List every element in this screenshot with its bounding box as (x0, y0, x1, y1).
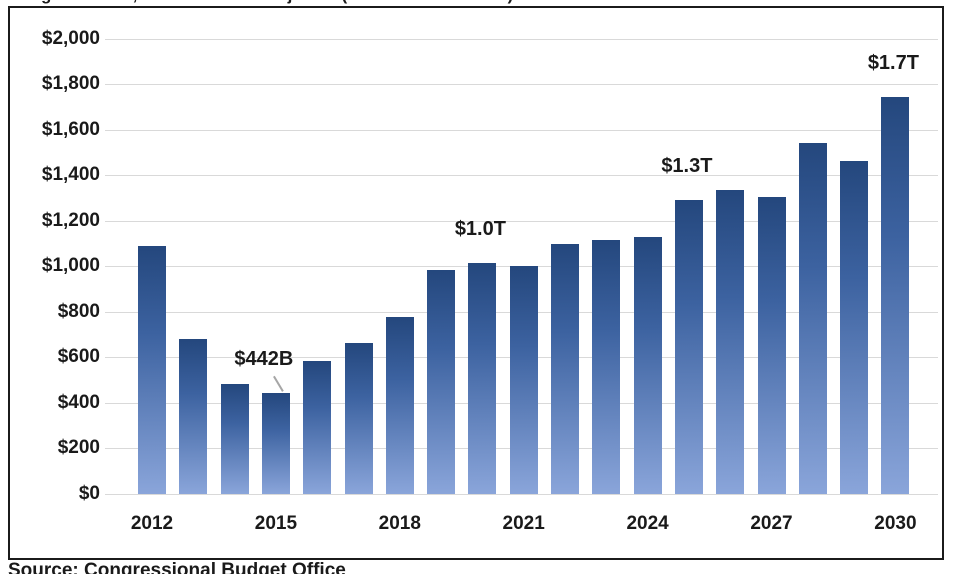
source-line-clipped: Source: Congressional Budget Office (8, 560, 346, 574)
bar-2024 (633, 236, 662, 494)
bar-2017 (344, 342, 373, 494)
data-label-2030: $1.7T (867, 52, 919, 75)
bar-2020 (468, 262, 497, 494)
bar-2029 (840, 161, 869, 494)
bar-2019 (427, 269, 456, 494)
y-axis-tick-label: $200 (57, 437, 100, 459)
y-axis-tick-label: $1,200 (41, 209, 100, 231)
gridline-0 (105, 494, 938, 495)
bar-2027 (757, 196, 786, 494)
y-axis-tick-label: $1,400 (41, 164, 100, 186)
gridline-2000 (105, 38, 938, 40)
bar-2013 (179, 339, 208, 494)
figure-title-clipped: Budget Deficits, Historical and Projecte… (8, 0, 513, 5)
gridline-1600 (105, 129, 938, 131)
bar-2015 (261, 393, 290, 494)
y-axis-tick-label: $1,000 (41, 255, 100, 277)
y-axis-tick-label: $1,600 (41, 118, 100, 140)
y-axis-tick-label: $2,000 (41, 27, 100, 49)
bar-2030 (881, 97, 910, 494)
data-label-2015: $442B (234, 348, 294, 371)
bar-2028 (798, 142, 827, 494)
bar-2021 (509, 266, 538, 495)
x-axis-tick-label-2027: 2027 (750, 513, 793, 534)
bar-2026 (716, 190, 745, 494)
gridline-1400 (105, 175, 938, 177)
x-axis-tick-label-2030: 2030 (874, 513, 917, 534)
bar-2025 (674, 200, 703, 494)
y-axis-tick-label: $800 (57, 300, 100, 322)
y-axis-tick-label: $400 (57, 391, 100, 413)
x-axis-tick-label-2015: 2015 (254, 513, 298, 534)
x-axis-tick-label-2012: 2012 (130, 513, 174, 534)
bar-2014 (220, 383, 249, 494)
y-axis-tick-label: $600 (57, 346, 100, 368)
bar-2018 (385, 316, 414, 494)
bar-2012 (138, 246, 166, 494)
x-axis-tick-label-2021: 2021 (502, 513, 545, 534)
x-axis-tick-label-2018: 2018 (378, 513, 421, 534)
data-label-2025: $1.3T (661, 155, 713, 178)
bar-2023 (592, 239, 621, 494)
gridline-1800 (105, 84, 938, 86)
chart-plot-area: $0 $200 $400 $600 $800 $1,000 $1,200 $1,400 $1,6… (8, 6, 944, 560)
data-label-2020: $1.0T (454, 217, 506, 240)
y-axis-tick-label: $1,800 (41, 73, 100, 95)
bar-2022 (551, 244, 579, 494)
x-axis-tick-label-2024: 2024 (626, 513, 669, 534)
gridline-1200 (105, 220, 938, 222)
bar-2016 (303, 360, 332, 494)
y-axis-tick-label: $0 (78, 483, 100, 504)
